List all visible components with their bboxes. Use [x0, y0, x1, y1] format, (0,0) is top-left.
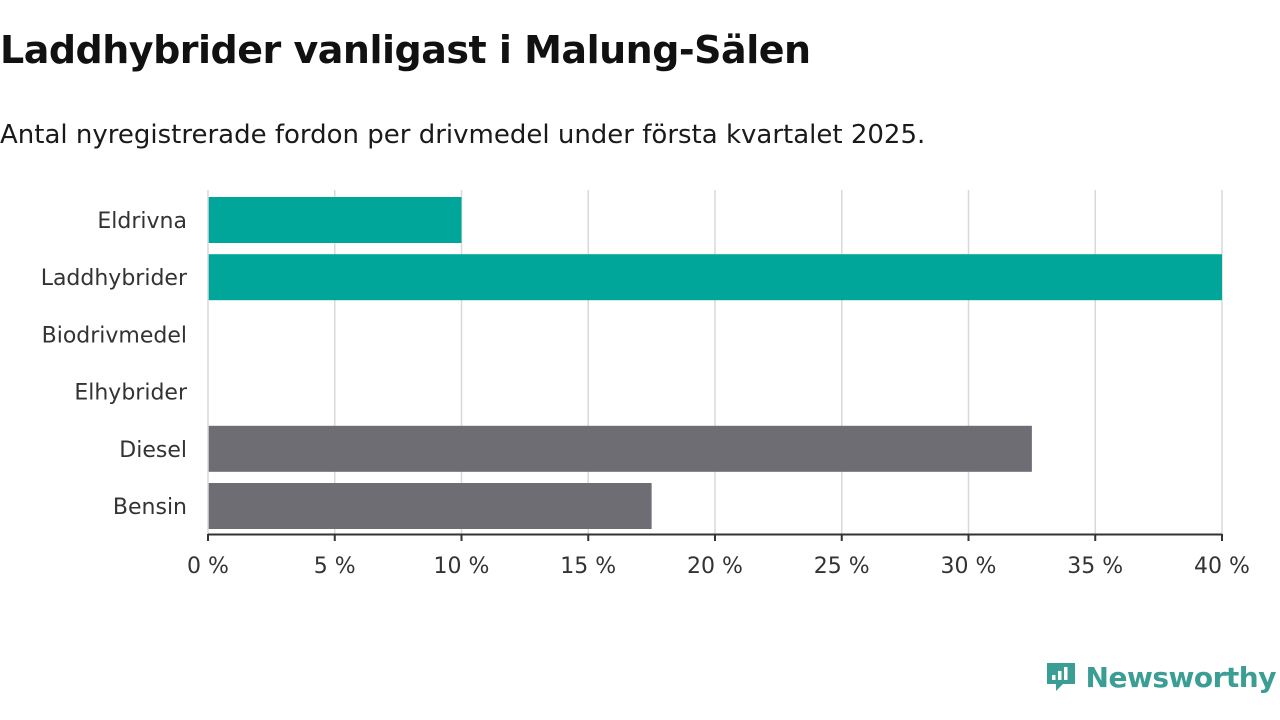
bar — [208, 483, 652, 529]
x-tick-label: 30 % — [941, 554, 997, 579]
x-tick-label: 0 % — [187, 554, 229, 579]
brand-name: Newsworthy — [1085, 660, 1277, 694]
x-tick-label: 15 % — [560, 554, 616, 579]
bars — [208, 197, 1222, 529]
category-label: Laddhybrider — [41, 266, 188, 291]
x-tick-label: 5 % — [314, 554, 356, 579]
bar-chart: 0 % 5 % 10 % 15 % 20 % 25 % 30 % 35 % 40 % Eldri… — [41, 190, 1250, 579]
category-label: Diesel — [119, 438, 187, 463]
category-label: Biodrivmedel — [42, 323, 187, 348]
chart-title: Laddhybrider vanligast i Malung-Sälen — [0, 28, 811, 72]
newsworthy-logo: Newsworthy — [1044, 660, 1277, 694]
x-axis: 0 % 5 % 10 % 15 % 20 % 25 % 30 % 35 % 40 % — [187, 190, 1250, 579]
x-tick-label: 20 % — [687, 554, 743, 579]
bar — [208, 425, 1032, 472]
category-labels: Eldrivna Laddhybrider Biodrivmedel Elhybrid… — [41, 209, 188, 520]
newsworthy-logo-icon — [1046, 663, 1075, 691]
bar — [208, 254, 1222, 301]
chart-subtitle: Antal nyregistrerade fordon per drivmede… — [0, 120, 926, 150]
x-tick-label: 40 % — [1194, 554, 1250, 579]
x-tick-label: 35 % — [1067, 554, 1123, 579]
category-label: Elhybrider — [74, 381, 188, 406]
x-tick-label: 10 % — [434, 554, 490, 579]
bar — [208, 197, 462, 243]
gridlines — [334, 190, 1223, 534]
category-label: Eldrivna — [97, 209, 187, 234]
category-label: Bensin — [113, 495, 187, 520]
x-tick-label: 25 % — [814, 554, 870, 579]
